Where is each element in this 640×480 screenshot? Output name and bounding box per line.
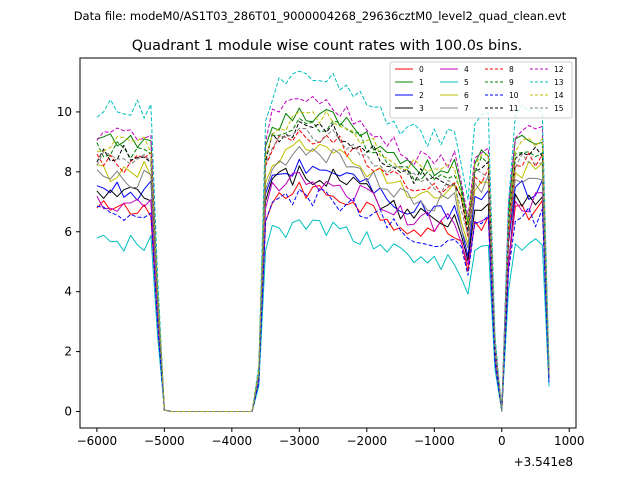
y-tick-label: 10 [57,105,72,119]
legend-label-7: 7 [464,104,469,113]
legend-label-3: 3 [419,104,424,113]
legend-label-4: 4 [464,65,469,74]
legend-label-2: 2 [419,91,424,100]
series-line-14 [96,110,550,412]
figure-suptitle: Data file: modeM0/AS1T03_286T01_90000042… [74,9,567,23]
y-axis-ticks: 0 2 4 6 8 10 [57,105,80,419]
y-tick-label: 8 [64,165,72,179]
y-tick-label: 4 [64,285,72,299]
axes-frame [79,57,577,429]
x-tick-label: −2000 [347,434,388,448]
x-tick-label: −4000 [212,434,253,448]
y-tick-label: 6 [64,225,72,239]
legend-label-12: 12 [554,65,564,74]
x-tick-label: −6000 [77,434,118,448]
series-line-10 [96,187,550,412]
plot-lines [96,70,550,412]
legend-label-5: 5 [464,78,469,87]
x-axis-ticks: −6000 −5000 −4000 −3000 −2000 −1000 0 1000 [77,428,585,448]
legend-frame [389,61,573,119]
legend-label-6: 6 [464,91,469,100]
chart-title: Quadrant 1 module wise count rates with … [132,38,523,54]
legend-label-10: 10 [509,91,519,100]
legend-label-8: 8 [509,65,514,74]
legend-label-11: 11 [509,104,519,113]
legend-label-0: 0 [419,65,424,74]
x-tick-label: −1000 [414,434,455,448]
y-tick-label: 2 [64,345,72,359]
legend-label-9: 9 [509,78,514,87]
legend-label-13: 13 [554,78,564,87]
y-tick-label: 0 [64,405,72,419]
legend-label-1: 1 [419,78,424,87]
x-axis-offset-label: +3.541e8 [514,455,573,469]
legend-label-14: 14 [554,91,564,100]
series-line-15 [96,127,550,412]
x-tick-label: 1000 [554,434,585,448]
x-tick-label: −5000 [144,434,185,448]
x-tick-label: −3000 [279,434,320,448]
legend-label-15: 15 [554,104,564,113]
x-tick-label: 0 [498,434,506,448]
